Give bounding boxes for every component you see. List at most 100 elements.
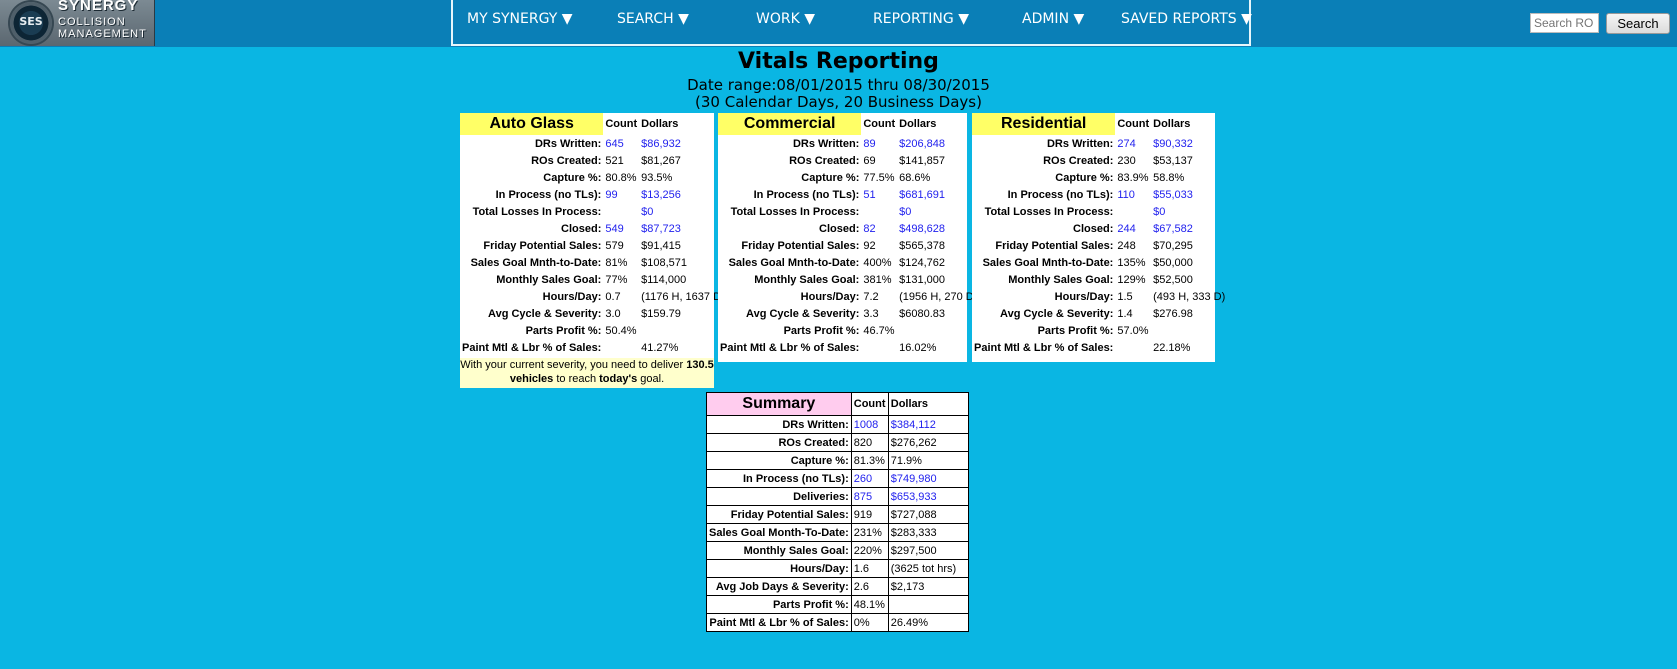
row-label: In Process (no TLs): <box>495 188 602 201</box>
table-row: Hours/Day: 1.6 (3625 tot hrs) <box>706 559 970 578</box>
menu-reporting[interactable]: REPORTING ▼ <box>873 11 969 27</box>
main-menu: MY SYNERGY ▼ SEARCH ▼ WORK ▼ REPORTING ▼… <box>451 0 1252 46</box>
count-value: 1.5 <box>1117 290 1133 303</box>
count-link[interactable]: 51 <box>863 188 876 201</box>
table-row: DRs Written: 645 $86,932 <box>460 135 727 152</box>
synergy-logo[interactable]: SES SYNERGY COLLISION MANAGEMENT <box>0 0 155 46</box>
note-mid: to reach <box>553 373 600 385</box>
panel-title: Residential <box>972 113 1116 135</box>
table-row: Sales Goal Mnth-to-Date: 135% $50,000 <box>972 254 1227 271</box>
table-row: Avg Job Days & Severity: 2.6 $2,173 <box>706 577 970 596</box>
menu-saved-reports[interactable]: SAVED REPORTS ▼ <box>1121 11 1252 27</box>
menu-admin[interactable]: ADMIN ▼ <box>1022 11 1085 27</box>
count-link[interactable]: 244 <box>1117 222 1136 235</box>
dollars-link[interactable]: $90,332 <box>1153 137 1193 150</box>
date-range: Date range:08/01/2015 thru 08/30/2015 <box>687 76 990 94</box>
table-row: Closed: 244 $67,582 <box>972 220 1227 237</box>
vitals-table-auto-glass: Auto Glass Count Dollars DRs Written: 645 $86… <box>460 113 727 356</box>
dollars-link[interactable]: $681,691 <box>899 188 946 201</box>
row-label: Paint Mtl & Lbr % of Sales: <box>974 341 1114 354</box>
dollars-value: (1956 H, 270 D) <box>899 290 978 303</box>
table-row: Parts Profit %: 48.1% <box>706 595 970 614</box>
count-link[interactable] <box>1115 203 1151 220</box>
count-value: 83.9% <box>1117 171 1149 184</box>
menu-work[interactable]: WORK ▼ <box>756 11 815 27</box>
count-link[interactable]: 89 <box>863 137 876 150</box>
count-link[interactable]: 1008 <box>850 415 889 434</box>
count-value: 46.7% <box>863 324 895 337</box>
row-label: Sales Goal Mnth-to-Date: <box>728 256 860 269</box>
row-label: Monthly Sales Goal: <box>496 273 602 286</box>
dollars-link[interactable]: $0 <box>641 205 654 218</box>
row-label: Friday Potential Sales: <box>741 239 860 252</box>
dollars-value: $159.79 <box>641 307 681 320</box>
dollars-value: $565,378 <box>899 239 946 252</box>
count-link[interactable] <box>861 203 897 220</box>
vitals-table-residential: Residential Count Dollars DRs Written: 274 $9… <box>972 113 1227 356</box>
table-row: Hours/Day: 7.2 (1956 H, 270 D) <box>718 288 979 305</box>
dollars-link[interactable]: $0 <box>1153 205 1166 218</box>
dollars-link[interactable]: $498,628 <box>899 222 946 235</box>
dollars-header: Dollars <box>641 118 679 130</box>
dollars-link[interactable]: $749,980 <box>887 469 970 488</box>
dollars-link[interactable]: $55,033 <box>1153 188 1193 201</box>
count-link[interactable]: 645 <box>605 137 624 150</box>
count-value: 579 <box>605 239 624 252</box>
table-row: ROs Created: 820 $276,262 <box>706 433 970 452</box>
count-header: Count <box>1117 118 1150 130</box>
row-label: Sales Goal Mnth-to-Date: <box>982 256 1114 269</box>
dollars-link[interactable]: $86,932 <box>641 137 681 150</box>
dollars-value: 58.8% <box>1153 171 1185 184</box>
count-value: 50.4% <box>605 324 637 337</box>
table-row: Hours/Day: 1.5 (493 H, 333 D) <box>972 288 1227 305</box>
dollars-link[interactable]: $384,112 <box>887 415 970 434</box>
count-value: 7.2 <box>863 290 879 303</box>
count-link[interactable]: 260 <box>850 469 889 488</box>
count-value: 820 <box>850 433 889 452</box>
table-row: Capture %: 80.8% 93.5% <box>460 169 727 186</box>
count-link[interactable]: 274 <box>1117 137 1136 150</box>
table-row: In Process (no TLs): 51 $681,691 <box>718 186 979 203</box>
dollars-value: $91,415 <box>641 239 681 252</box>
count-value: 57.0% <box>1117 324 1149 337</box>
count-link[interactable]: 875 <box>850 487 889 506</box>
row-label: Avg Job Days & Severity: <box>706 577 852 596</box>
dollars-link[interactable]: $653,933 <box>887 487 970 506</box>
table-row: ROs Created: 521 $81,267 <box>460 152 727 169</box>
row-label: Sales Goal Mnth-to-Date: <box>470 256 602 269</box>
count-value: 80.8% <box>605 171 637 184</box>
count-link[interactable]: 99 <box>605 188 618 201</box>
table-row: DRs Written: 89 $206,848 <box>718 135 979 152</box>
count-value: 230 <box>1117 154 1136 167</box>
dollars-link[interactable]: $206,848 <box>899 137 946 150</box>
note-post: goal. <box>637 373 665 385</box>
dollars-value: $124,762 <box>899 256 946 269</box>
table-row: Avg Cycle & Severity: 3.0 $159.79 <box>460 305 727 322</box>
dollars-link[interactable]: $87,723 <box>641 222 681 235</box>
count-value: 1.6 <box>850 559 889 578</box>
table-row: Monthly Sales Goal: 129% $52,500 <box>972 271 1227 288</box>
menu-search[interactable]: SEARCH ▼ <box>617 11 689 27</box>
table-row: Closed: 82 $498,628 <box>718 220 979 237</box>
count-value: 1.4 <box>1117 307 1133 320</box>
dollars-link[interactable]: $0 <box>899 205 912 218</box>
dollars-link[interactable]: $13,256 <box>641 188 681 201</box>
count-value: 92 <box>863 239 876 252</box>
dollars-value: 22.18% <box>1153 341 1191 354</box>
count-link[interactable]: 549 <box>605 222 624 235</box>
table-row: Sales Goal Month-To-Date: 231% $283,333 <box>706 523 970 542</box>
count-value: 81% <box>605 256 628 269</box>
search-ro-input[interactable] <box>1530 13 1599 33</box>
menu-my-synergy[interactable]: MY SYNERGY ▼ <box>467 11 573 27</box>
table-row: DRs Written: 274 $90,332 <box>972 135 1227 152</box>
count-link[interactable] <box>603 203 639 220</box>
note-vehicles: 130.5 vehicles <box>509 359 714 385</box>
table-row: DRs Written: 1008 $384,112 <box>706 415 970 434</box>
row-label: Friday Potential Sales: <box>706 505 852 524</box>
search-button[interactable]: Search <box>1606 13 1670 34</box>
count-link[interactable]: 110 <box>1117 188 1135 201</box>
table-row: Paint Mtl & Lbr % of Sales: 0% 26.49% <box>706 613 970 632</box>
logo-abbr: SES <box>19 15 43 28</box>
dollars-link[interactable]: $67,582 <box>1153 222 1193 235</box>
count-link[interactable]: 82 <box>863 222 876 235</box>
